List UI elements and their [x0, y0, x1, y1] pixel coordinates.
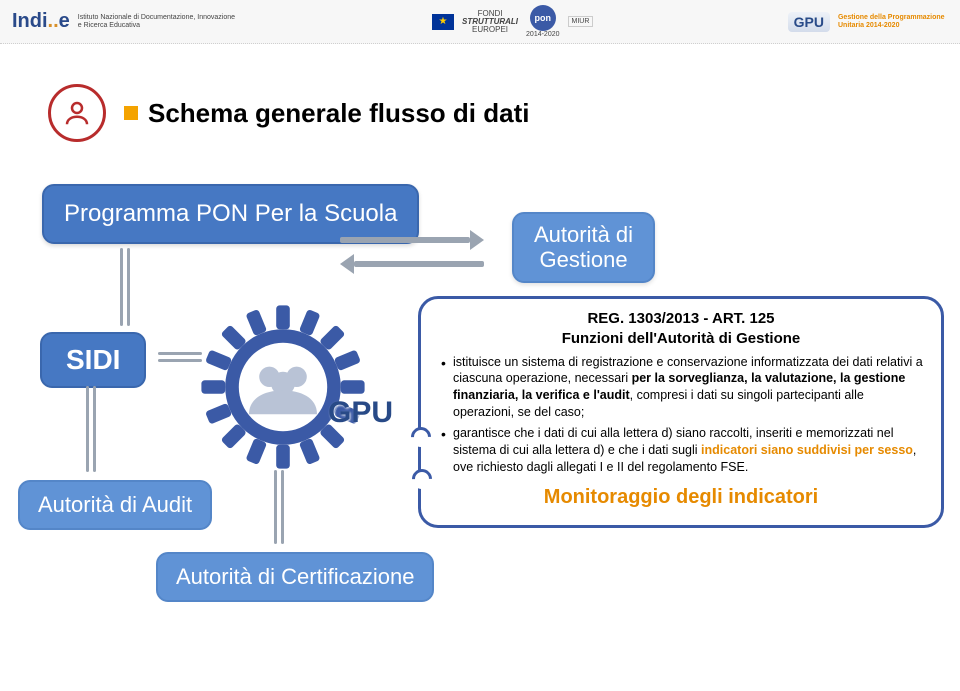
callout-reg-line: REG. 1303/2013 - ART. 125 [435, 309, 927, 329]
callout-subtitle: Funzioni dell'Autorità di Gestione [435, 329, 927, 349]
title-bullet-icon [124, 106, 138, 120]
node-sidi: SIDI [40, 332, 146, 388]
title-row: Schema generale flusso di dati [48, 84, 529, 142]
pon-circle: pon [530, 5, 556, 31]
gpu-subtitle: Gestione della Programmazione Unitaria 2… [838, 14, 948, 29]
b2-orange: indicatori siano suddivisi per sesso [701, 443, 913, 457]
header-center: ★ FONDI STRUTTURALI EUROPEI pon 2014-202… [432, 5, 593, 38]
node-autorita-gestione: Autorità di Gestione [512, 212, 655, 283]
person-badge-icon [48, 84, 106, 142]
callout-bullet-1: istituisce un sistema di registrazione e… [441, 354, 927, 422]
arrow-left-icon [340, 254, 484, 274]
connector-sidi-to-audit [86, 386, 96, 472]
fondi-l3: EUROPEI [462, 26, 518, 34]
header-strip: Indi..e Istituto Nazionale di Documentaz… [0, 0, 960, 44]
gear-icon [198, 302, 368, 472]
header-right: GPU Gestione della Programmazione Unitar… [788, 12, 948, 32]
page-title-text: Schema generale flusso di dati [148, 98, 529, 128]
pon-badge: pon 2014-2020 [526, 5, 559, 38]
indire-logo-dots: .. [48, 10, 59, 32]
page-title: Schema generale flusso di dati [124, 98, 529, 129]
indire-logo-e: e [59, 10, 70, 32]
eu-flag-icon: ★ [432, 14, 454, 30]
indire-logo-main: Indi [12, 10, 48, 32]
node-autorita-gestione-text: Autorità di Gestione [534, 222, 633, 272]
gpu-tag: GPU [788, 12, 830, 32]
arrow-right-icon [340, 230, 484, 250]
indire-logo: Indi..e [12, 10, 70, 33]
ministry-box: MIUR [568, 16, 594, 27]
node-certificazione: Autorità di Certificazione [156, 552, 434, 602]
node-audit: Autorità di Audit [18, 480, 212, 530]
indire-subtitle: Istituto Nazionale di Documentazione, In… [78, 14, 238, 29]
connector-prog-to-sidi [120, 248, 130, 326]
connector-sidi-to-gear [158, 352, 202, 362]
node-gpu-label: GPU [328, 396, 393, 430]
pon-years: 2014-2020 [526, 31, 559, 38]
callout-box: REG. 1303/2013 - ART. 125 Funzioni dell'… [418, 296, 944, 528]
connector-swap-arrows [340, 230, 484, 274]
fondi-label: FONDI STRUTTURALI EUROPEI [462, 10, 518, 34]
callout-bullet-2: garantisce che i dati di cui alla letter… [441, 425, 927, 476]
connector-gear-to-cert [274, 470, 284, 544]
header-left: Indi..e Istituto Nazionale di Documentaz… [12, 10, 238, 33]
callout-monitor: Monitoraggio degli indicatori [435, 484, 927, 511]
callout-list: istituisce un sistema di registrazione e… [435, 354, 927, 476]
